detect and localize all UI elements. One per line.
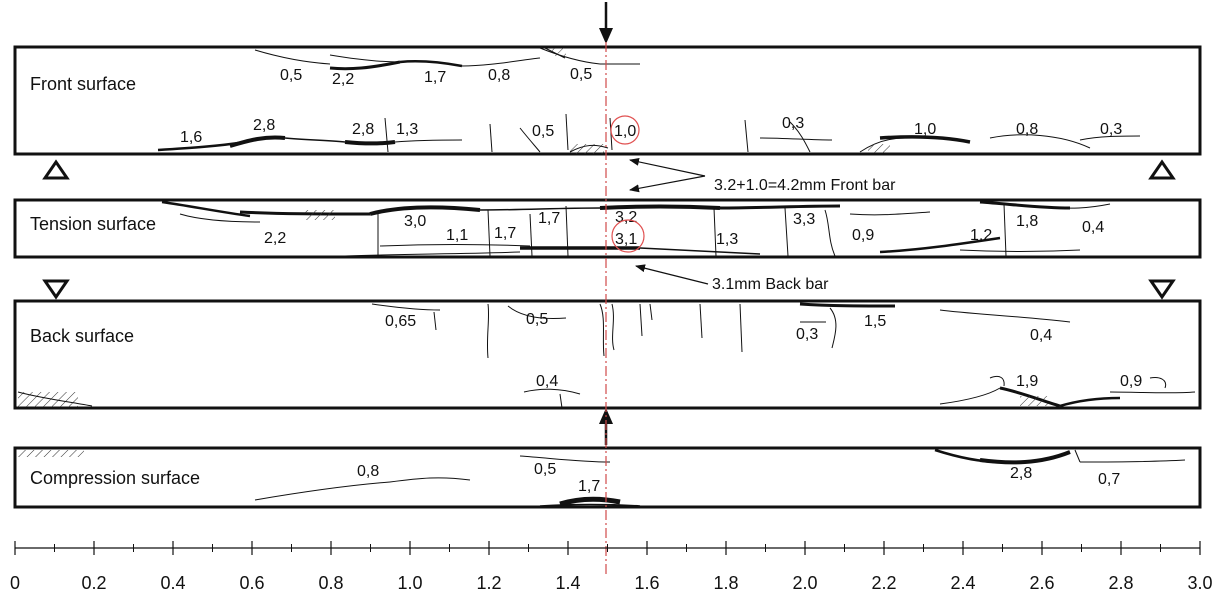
crack-width-label: 1,1 [446, 227, 468, 244]
back-surface-panel: Back surface [13, 299, 1202, 410]
support-triangles-bottom [42, 279, 1176, 300]
tension-cracks [161, 200, 1111, 257]
crack-width-label: 0,4 [1082, 219, 1104, 236]
crack-width-label: 2,2 [264, 230, 286, 247]
back-bar-label: 3.1mm Back bar [712, 276, 829, 293]
scale-tick-label: 0.6 [239, 573, 264, 593]
crack-width-label: 1,3 [716, 231, 738, 248]
crack-width-label: 3,0 [404, 213, 426, 230]
tension-crack-widths: 2,2 3,0 1,1 1,7 1,7 3,2 3,1 1,3 3,3 0,9 … [264, 209, 1104, 248]
scale-tick-label: 2.6 [1029, 573, 1054, 593]
crack-width-label: 1,3 [396, 121, 418, 138]
crack-width-label: 2,8 [352, 121, 374, 138]
crack-width-label: 1,0 [914, 121, 936, 138]
scale-tick-label: 2.2 [871, 573, 896, 593]
front-bar-annotation: 3.2+1.0=4.2mm Front bar [629, 157, 896, 194]
panel-label-compression: Compression surface [30, 468, 200, 488]
crack-width-label: 0,5 [532, 123, 554, 140]
crack-width-label: 0,3 [782, 115, 804, 132]
back-cracks [17, 302, 1196, 409]
crack-width-label: 0,8 [1016, 121, 1038, 138]
scale-major-ticks: 0 0.2 0.4 0.6 0.8 1.0 1.2 1.4 1.6 1.8 2.0 2.2 2.4 2.6… [10, 541, 1213, 593]
support-triangles-top [42, 159, 1176, 180]
crack-width-label: 0,3 [1100, 121, 1122, 138]
crack-width-label: 1,9 [1016, 373, 1038, 390]
crack-width-label: 2,2 [332, 71, 354, 88]
crack-width-label: 0,3 [796, 326, 818, 343]
scale-tick-label: 1.4 [555, 573, 580, 593]
scale-tick-label: 3.0 [1187, 573, 1212, 593]
scale-tick-label: 1.8 [713, 573, 738, 593]
crack-width-label: 3,1 [615, 231, 637, 248]
crack-width-label: 1,8 [1016, 213, 1038, 230]
scale-tick-label: 2.4 [950, 573, 975, 593]
scale-minor-ticks [54, 544, 1161, 552]
scale-tick-label: 0.8 [318, 573, 343, 593]
compression-cracks [18, 448, 1186, 507]
crack-width-label: 1,6 [180, 129, 202, 146]
crack-width-label: 0,9 [852, 227, 874, 244]
scale-tick-label: 2.0 [792, 573, 817, 593]
crack-width-label: 0,4 [536, 373, 558, 390]
crack-width-label: 2,8 [1010, 465, 1032, 482]
crack-width-label: 2,8 [253, 117, 275, 134]
support-triangle [1148, 159, 1176, 180]
crack-width-label: 0,5 [526, 311, 548, 328]
panel-label-front: Front surface [30, 74, 136, 94]
crack-width-label: 1,2 [970, 227, 992, 244]
crack-width-label: 0,5 [534, 461, 556, 478]
support-triangle [42, 279, 70, 300]
front-bar-label: 3.2+1.0=4.2mm Front bar [714, 177, 896, 194]
crack-width-label: 0,5 [570, 66, 592, 83]
tension-surface-panel: Tension surface [13, 198, 1202, 259]
compression-crack-widths: 0,8 0,5 1,7 2,8 0,7 [357, 461, 1120, 495]
scale-tick-label: 1.6 [634, 573, 659, 593]
crack-width-label: 0,9 [1120, 373, 1142, 390]
compression-surface-panel: Compression surface 0,8 0,5 1,7 2,8 0,7 [13, 446, 1202, 509]
crack-width-label: 0,5 [280, 67, 302, 84]
front-surface-panel: Front surface [13, 45, 1202, 156]
front-crack-widths: 0,5 2,2 1,7 0,8 0,5 1,6 2,8 2,8 1,3 0,5 … [180, 66, 1122, 146]
scale-tick-label: 0 [10, 573, 20, 593]
scale-tick-label: 1.0 [397, 573, 422, 593]
scale-tick-label: 1.2 [476, 573, 501, 593]
crack-width-label: 1,0 [614, 123, 636, 140]
panel-label-tension: Tension surface [30, 214, 156, 234]
crack-width-label: 0,8 [488, 67, 510, 84]
crack-width-label: 1,7 [424, 69, 446, 86]
front-cracks [157, 47, 1141, 154]
support-triangle [1148, 279, 1176, 300]
crack-width-label: 0,8 [357, 463, 379, 480]
crack-width-label: 0,65 [385, 313, 416, 330]
length-scale: 0 0.2 0.4 0.6 0.8 1.0 1.2 1.4 1.6 1.8 2.0 2.2 2.4 2.6… [10, 541, 1213, 593]
back-bar-annotation: 3.1mm Back bar [635, 264, 829, 293]
crack-width-label: 1,7 [538, 210, 560, 227]
top-load-arrow [599, 2, 613, 44]
back-crack-widths: 0,65 0,5 0,3 1,5 0,4 0,4 1,9 0,9 [385, 311, 1142, 390]
support-triangle [42, 159, 70, 180]
highlight-circle [611, 219, 645, 253]
crack-width-label: 0,7 [1098, 471, 1120, 488]
crack-width-label: 0,4 [1030, 327, 1052, 344]
crack-width-label: 1,5 [864, 313, 886, 330]
crack-width-label: 3,3 [793, 211, 815, 228]
scale-tick-label: 0.4 [160, 573, 185, 593]
crack-width-label: 1,7 [494, 225, 516, 242]
panel-label-back: Back surface [30, 326, 134, 346]
scale-tick-label: 2.8 [1108, 573, 1133, 593]
scale-tick-label: 0.2 [81, 573, 106, 593]
crack-width-label: 1,7 [578, 478, 600, 495]
highlight-circle [610, 115, 640, 145]
